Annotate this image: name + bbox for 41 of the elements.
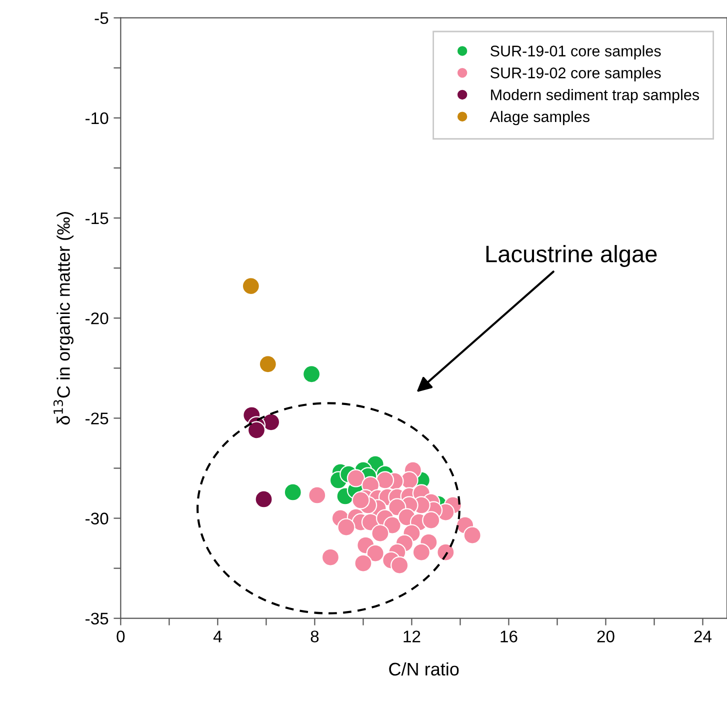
y-tick-label: -20 bbox=[86, 312, 108, 324]
point bbox=[302, 365, 321, 384]
x-axis-title: C/N ratio bbox=[389, 662, 459, 676]
point bbox=[412, 543, 430, 562]
y-axis-title: δ$^{13}$C in organic matter (‰) bbox=[53, 212, 74, 425]
x-tick-label: 20 bbox=[597, 630, 614, 642]
point bbox=[242, 277, 260, 296]
annotation: Lacustrine algae bbox=[486, 245, 657, 268]
point bbox=[258, 355, 277, 374]
x-tick-label: 12 bbox=[404, 630, 420, 642]
x-tick-label: 24 bbox=[694, 630, 712, 642]
point bbox=[247, 421, 266, 440]
point bbox=[366, 544, 384, 562]
point bbox=[352, 491, 370, 510]
point bbox=[436, 543, 455, 562]
x-tick-label: 4 bbox=[213, 630, 222, 642]
point bbox=[376, 471, 394, 490]
point bbox=[337, 518, 356, 536]
point bbox=[308, 486, 326, 504]
legend-label: SUR-19-02 core samples bbox=[490, 67, 661, 82]
legend-label: SUR-19-01 core samples bbox=[490, 45, 661, 60]
legend-label: Alage samples bbox=[490, 110, 590, 126]
y-tick-label: -15 bbox=[86, 212, 108, 224]
point bbox=[371, 524, 390, 542]
y-tick-label: -25 bbox=[86, 412, 108, 424]
x-tick-label: 16 bbox=[500, 630, 518, 642]
point bbox=[354, 554, 372, 572]
point bbox=[321, 548, 340, 566]
point bbox=[254, 490, 273, 508]
point bbox=[346, 469, 365, 488]
point bbox=[463, 526, 482, 544]
y-tick-label: -30 bbox=[86, 512, 108, 524]
y-tick-label: -35 bbox=[86, 612, 108, 625]
y-tick-label: -5 bbox=[94, 12, 108, 24]
legend-label: Modern sediment trap samples bbox=[491, 89, 700, 104]
point bbox=[284, 483, 302, 502]
x-tick-label: 8 bbox=[310, 630, 319, 642]
point bbox=[422, 511, 440, 530]
point bbox=[390, 556, 409, 574]
x-tick-label: 0 bbox=[116, 630, 125, 642]
y-tick-label: -10 bbox=[86, 112, 108, 124]
